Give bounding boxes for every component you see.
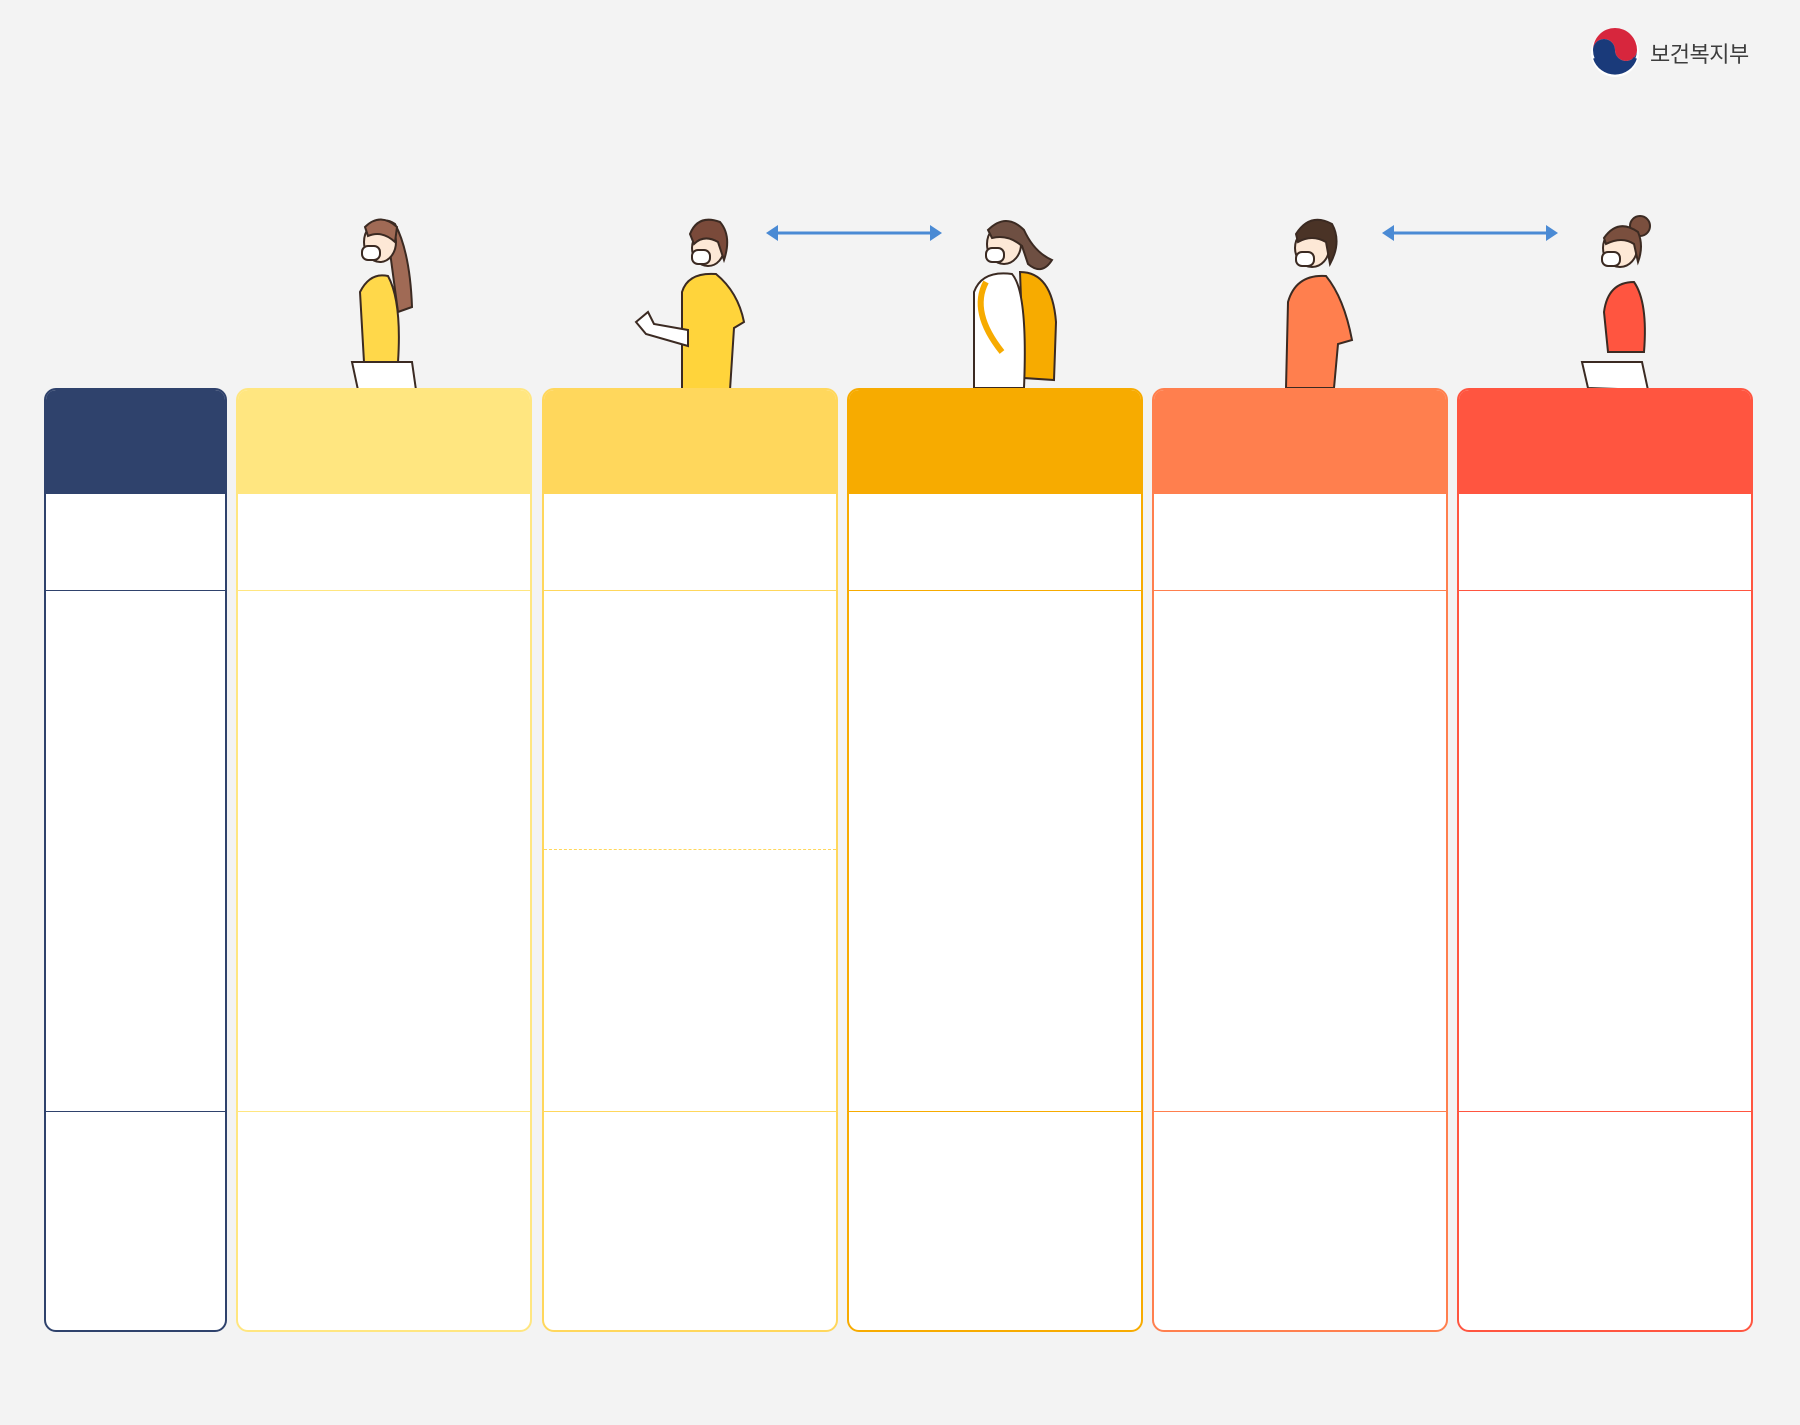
table-cell [238,590,530,591]
table-cell [849,1111,1141,1112]
table-cell [1459,1111,1751,1112]
double-arrow-icon [1382,225,1558,241]
column-header [46,390,225,494]
table-cell [849,590,1141,591]
column-header [1154,390,1446,494]
column-header [238,390,530,494]
table-cell [238,1111,530,1112]
ministry-logo: 보건복지부 [1590,28,1749,78]
double-arrow-icon [766,225,942,241]
table-column-label [44,388,227,1332]
person-student-backpack-icon [973,220,1058,389]
table-column-3 [847,388,1143,1332]
taegeuk-emblem-icon [1591,28,1639,77]
person-woman-long-hair-icon [350,218,418,390]
logo-text: 보건복지부 [1650,43,1749,68]
person-man-orange-shirt-icon [1284,218,1354,389]
table-column-5 [1457,388,1753,1332]
table-column-4 [1152,388,1448,1332]
column-header [1459,390,1751,494]
person-man-yellow-shirt-icon [634,218,746,390]
table-column-2 [542,388,838,1332]
table-cell [46,590,225,591]
table-cell [1154,1111,1446,1112]
table-cell [544,590,836,591]
table-cell [1459,590,1751,591]
person-woman-red-top-icon [1580,215,1651,390]
column-header [544,390,836,494]
table-cell [1154,590,1446,591]
table-cell [544,849,836,850]
column-header [849,390,1141,494]
table-column-1 [236,388,532,1332]
table-cell [544,1111,836,1112]
table-cell [46,1111,225,1112]
